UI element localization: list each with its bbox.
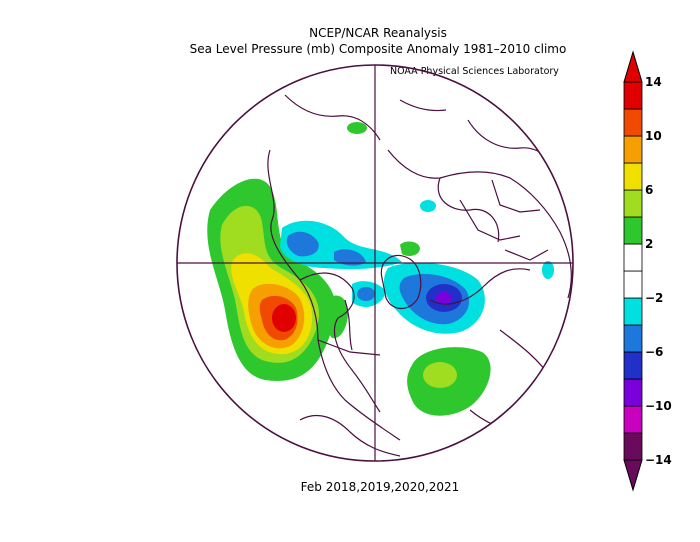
pacific-high-anomaly xyxy=(207,178,336,381)
chart-subtitle: Sea Level Pressure (mb) Composite Anomal… xyxy=(189,42,567,56)
chart-title: NCEP/NCAR Reanalysis xyxy=(309,26,447,40)
colorbar-cell xyxy=(623,135,643,164)
negative-anomalies xyxy=(280,200,554,334)
colorbar-cell xyxy=(623,378,643,407)
colorbar-cell xyxy=(623,405,643,434)
colorbar-tick-label: −6 xyxy=(645,345,664,359)
colorbar-cell xyxy=(623,270,643,299)
colorbar-cell xyxy=(623,351,643,380)
colorbar-cell xyxy=(623,432,643,461)
colorbar-cell xyxy=(623,189,643,218)
colorbar-tick-label: 10 xyxy=(645,129,662,143)
colorbar-cell xyxy=(623,324,643,353)
colorbar-min-arrow xyxy=(623,459,643,492)
colorbar-cell xyxy=(623,216,643,245)
colorbar-tick-label: −14 xyxy=(645,453,672,467)
colorbar-tick-label: 2 xyxy=(645,237,654,251)
colorbar-cell xyxy=(623,81,643,110)
colorbar-tick-label: −10 xyxy=(645,399,672,413)
colorbar-max-arrow xyxy=(623,50,643,83)
colorbar-cell xyxy=(623,243,643,272)
colorbar-cell xyxy=(623,297,643,326)
period-label: Feb 2018,2019,2020,2021 xyxy=(300,480,460,494)
map-boundary xyxy=(176,64,574,462)
colorbar-cell xyxy=(623,162,643,191)
credit-label: NOAA Physical Sciences Laboratory xyxy=(390,66,559,77)
colorbar-cell xyxy=(623,108,643,137)
colorbar-tick-label: 6 xyxy=(645,183,654,197)
colorbar-tick-label: 14 xyxy=(645,75,662,89)
atlantic-high-anomaly xyxy=(326,122,491,416)
colorbar-tick-label: −2 xyxy=(645,291,664,305)
